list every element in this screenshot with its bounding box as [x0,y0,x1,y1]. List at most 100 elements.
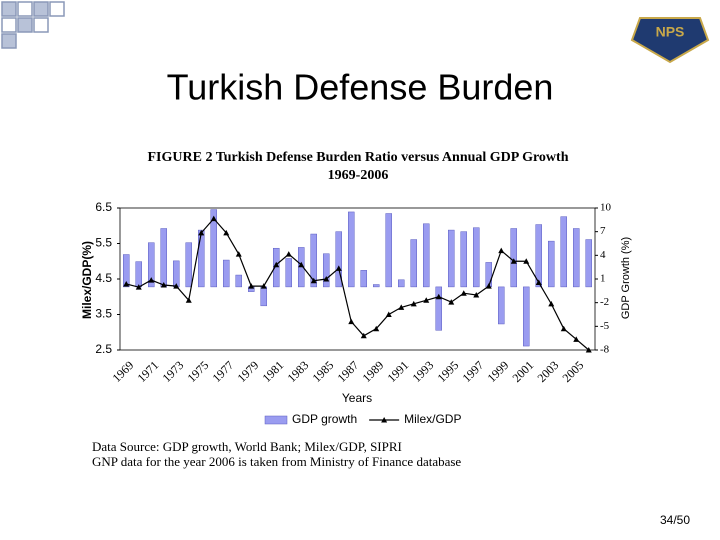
x-tick-label: 1969 [109,358,136,385]
marker [310,277,317,284]
x-tick-label: 1973 [159,358,186,385]
marker [498,247,505,254]
logo-text: NPS [656,24,685,40]
marker [360,332,367,339]
x-tick-label: 2003 [534,358,561,385]
marker [248,283,255,289]
marker [335,265,342,271]
bar [473,227,480,288]
marker [460,290,467,296]
page-number: 34/50 [660,513,690,527]
legend-swatch [264,415,288,425]
marker [285,251,292,257]
marker [585,347,592,353]
y-tick-label: 6.5 [95,200,112,214]
legend-label: Milex/GDP [404,412,461,426]
bar [498,286,505,325]
chart-title: FIGURE 2 Turkish Defense Burden Ratio ve… [148,150,569,165]
y2-tick-label: -2 [600,296,609,308]
y-axis-title: Milex/GDP(%) [80,241,94,319]
marker [398,304,405,310]
marker [235,251,242,257]
y2-tick-label: -5 [600,320,610,332]
marker [210,215,217,222]
bar [348,211,355,288]
legend-marker [381,417,388,423]
bar [548,240,555,288]
bar [160,228,167,288]
bar [173,260,180,288]
marker [410,300,417,307]
note: Data Source: GDP growth, World Bank; Mil… [92,439,402,454]
bar [123,254,130,288]
y-tick-label: 2.5 [95,342,112,356]
bar [223,259,230,288]
marker [510,258,517,264]
bar [235,274,242,288]
marker [385,311,392,317]
y-tick-label: 3.5 [95,307,112,321]
bar [510,228,517,288]
chart-subtitle: 1969-2006 [328,168,389,183]
marker [560,325,567,332]
x-tick-label: 1987 [334,358,361,385]
bar [573,228,580,288]
x-tick-label: 1971 [134,358,161,385]
bar [360,270,367,288]
x-tick-label: 1993 [409,358,436,385]
marker [273,261,280,268]
marker [223,229,230,236]
bar [260,286,267,307]
bar [535,224,542,288]
y2-tick-label: -8 [600,344,610,356]
x-tick-label: 1995 [434,358,461,385]
bar [385,213,392,288]
slide-title: Turkish Defense Burden [167,67,554,108]
x-tick-label: 1975 [184,358,211,385]
x-tick-label: 1981 [259,358,286,385]
marker [148,277,155,283]
marker [535,279,542,286]
marker [448,299,455,305]
y-tick-label: 5.5 [95,236,112,250]
marker [185,297,192,303]
bar [410,239,417,288]
marker [473,291,480,298]
bar [373,284,380,288]
line [126,217,590,351]
x-tick-label: 1999 [484,358,511,385]
x-tick-label: 1989 [359,358,386,385]
bar [398,279,405,288]
marker [260,283,267,289]
bar [323,253,330,288]
y2-tick-label: 4 [600,249,606,261]
marker [298,261,305,268]
marker [123,280,130,287]
marker [523,258,530,264]
y2-tick-label: 1 [600,273,606,285]
marker [548,300,555,307]
bar [135,261,142,288]
x-tick-label: 1983 [284,358,311,385]
marker [485,283,492,289]
bar [198,229,205,288]
marker [423,297,430,303]
logo: NPS [630,17,710,64]
bar [560,216,567,288]
bar [448,229,455,288]
bar [523,286,530,347]
y2-tick-label: 10 [600,202,612,214]
bar [285,258,292,288]
x-tick-label: 1997 [459,358,486,385]
y2-axis-title: GDP Growth (%) [620,237,632,319]
y-tick-label: 4.5 [95,271,112,285]
marker [573,336,580,342]
x-tick-label: 1979 [234,358,261,385]
decoration [1,1,65,49]
x-tick-label: 1985 [309,358,336,385]
x-tick-label: 1977 [209,358,236,385]
bar [435,286,442,331]
x-axis-title: Years [342,391,372,405]
marker [135,284,142,290]
